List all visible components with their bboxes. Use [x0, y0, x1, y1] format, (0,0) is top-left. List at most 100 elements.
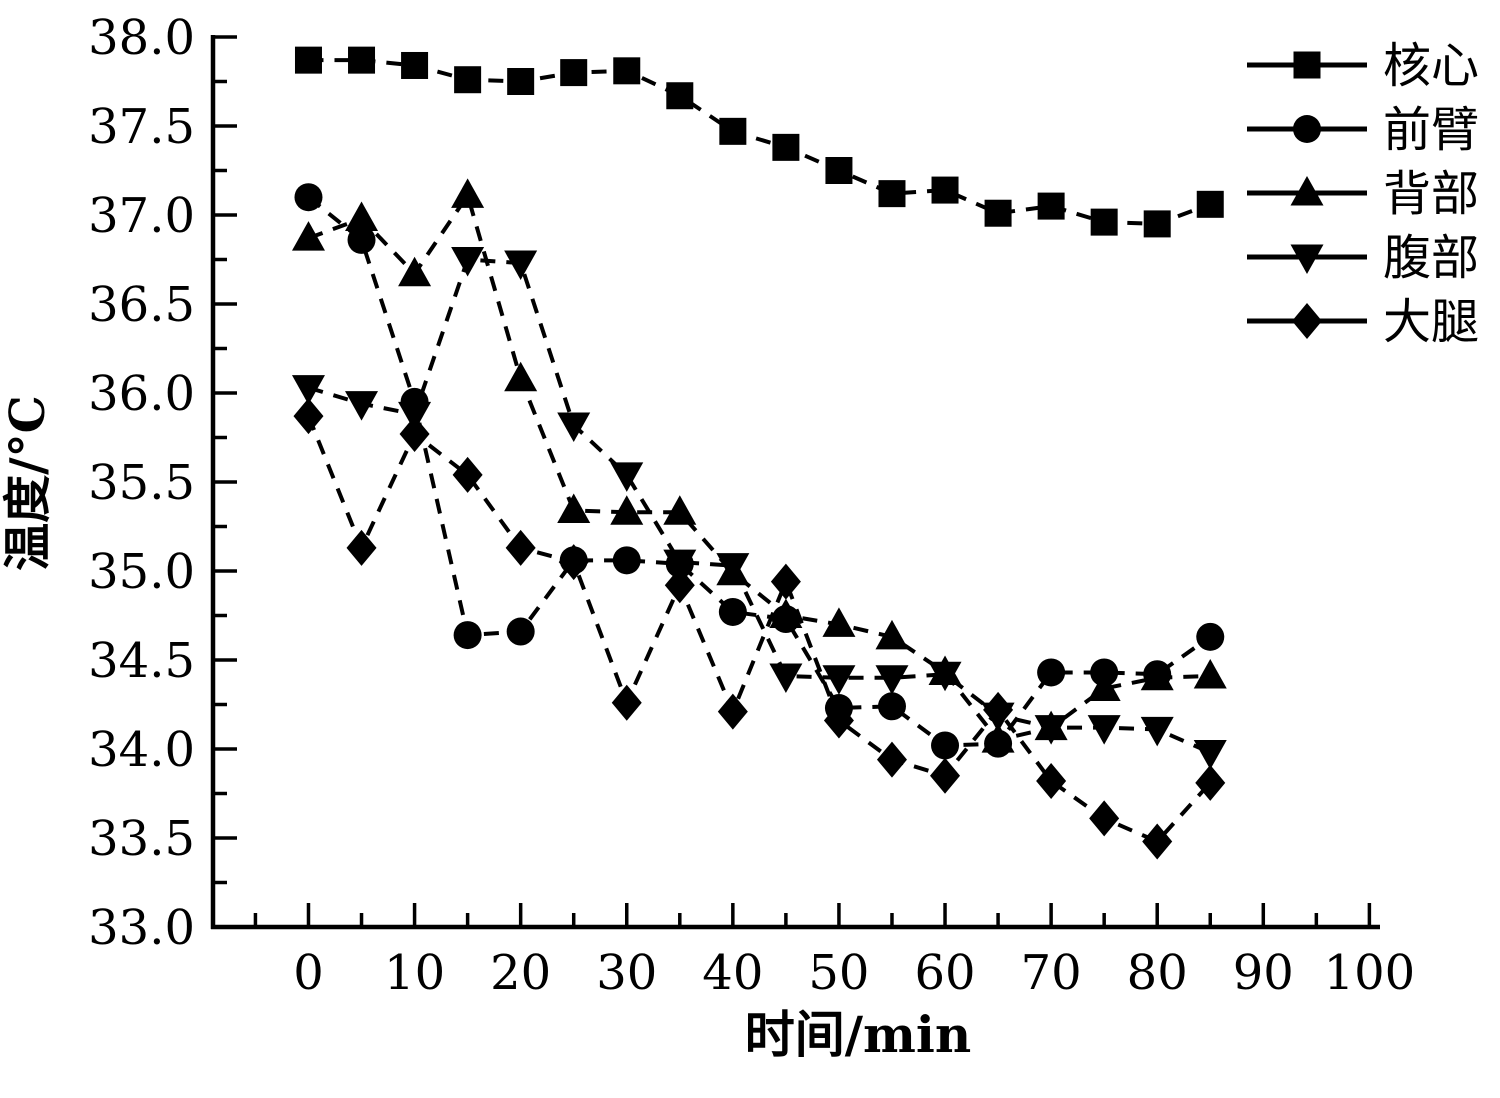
circle-marker: [294, 183, 323, 212]
circle-marker: [347, 225, 376, 254]
triangle-up-marker: [981, 723, 1015, 753]
legend-label: 前臂: [1383, 102, 1479, 158]
diamond-marker: [823, 702, 854, 739]
triangle-up-marker: [504, 361, 538, 392]
y-tick-label: 33.5: [88, 811, 195, 867]
y-axis-label: 温度/°C: [0, 395, 56, 571]
square-marker: [401, 51, 429, 79]
y-tick-label: 35.5: [88, 455, 195, 511]
square-marker: [1196, 190, 1224, 218]
square-marker: [1143, 210, 1171, 238]
diamond-marker: [770, 563, 801, 600]
square-marker: [666, 82, 694, 110]
circle-marker: [718, 597, 747, 626]
y-tick-label: 33.0: [88, 900, 195, 956]
legend-item-前臂: 前臂: [1247, 102, 1479, 158]
series-腹部: [291, 247, 1227, 770]
series-背部: [291, 178, 1227, 753]
square-marker: [454, 66, 482, 94]
triangle-down-marker: [610, 462, 644, 492]
diamond-marker: [1195, 764, 1226, 801]
diamond-marker: [930, 757, 961, 794]
x-axis-label: 时间/min: [745, 1005, 972, 1064]
triangle-up-marker: [1087, 671, 1121, 701]
series-大腿: [293, 398, 1226, 860]
legend-item-背部: 背部: [1247, 166, 1479, 222]
circle-marker: [877, 692, 906, 721]
y-tick-label: 36.0: [88, 366, 195, 422]
triangle-down-marker: [451, 247, 485, 277]
triangle-up-marker: [822, 607, 856, 637]
circle-marker: [453, 621, 482, 650]
circle-marker: [1037, 658, 1066, 687]
square-marker: [931, 176, 959, 204]
triangle-up-marker: [291, 221, 325, 251]
y-tick-label: 37.5: [88, 99, 195, 155]
triangle-down-marker: [1034, 715, 1068, 745]
x-tick-label: 50: [808, 945, 869, 1001]
square-marker: [878, 180, 906, 208]
triangle-down-marker: [1087, 715, 1121, 745]
square-marker: [348, 46, 376, 74]
triangle-up-marker: [1290, 176, 1324, 206]
triangle-down-marker: [663, 549, 697, 580]
x-tick-label: 60: [914, 945, 975, 1001]
series-line-核心: [308, 58, 1211, 226]
circle-marker: [1293, 115, 1321, 143]
x-tick-label: 90: [1233, 945, 1294, 1001]
square-marker: [772, 133, 800, 161]
triangle-down-marker: [345, 391, 379, 421]
triangle-up-marker: [345, 201, 379, 232]
circle-marker: [931, 731, 960, 760]
triangle-down-marker: [822, 665, 856, 695]
diamond-marker: [505, 529, 536, 566]
triangle-down-marker: [1140, 716, 1174, 747]
triangle-up-marker: [769, 598, 803, 628]
triangle-down-marker: [1290, 244, 1324, 274]
x-tick-label: 70: [1021, 945, 1082, 1001]
diamond-marker: [399, 415, 430, 452]
series-前臂: [294, 183, 1225, 760]
diamond-marker: [558, 544, 589, 581]
circle-marker: [1196, 622, 1225, 651]
square-marker: [825, 157, 853, 184]
series-核心: [294, 46, 1224, 238]
triangle-down-marker: [557, 412, 591, 443]
x-tick-label: 0: [293, 945, 324, 1001]
diamond-marker: [452, 456, 483, 493]
legend-item-核心: 核心: [1247, 38, 1479, 94]
triangle-down-marker: [291, 375, 325, 405]
legend-item-大腿: 大腿: [1247, 294, 1479, 350]
square-marker: [1293, 51, 1321, 79]
square-marker: [560, 59, 588, 87]
diamond-marker: [1089, 800, 1120, 837]
legend-label: 腹部: [1383, 230, 1479, 286]
diamond-marker: [717, 693, 748, 730]
square-marker: [719, 117, 747, 145]
x-tick-label: 30: [596, 945, 657, 1001]
circle-marker: [612, 546, 641, 575]
diamond-marker: [876, 741, 907, 778]
square-marker: [613, 57, 641, 85]
diamond-marker: [1142, 823, 1173, 860]
triangle-up-marker: [398, 256, 432, 287]
diamond-marker: [983, 691, 1014, 728]
x-tick-label: 10: [384, 945, 445, 1001]
triangle-up-marker: [1193, 659, 1227, 689]
triangle-down-marker: [769, 663, 803, 694]
square-marker: [1037, 192, 1065, 220]
series-line-背部: [307, 190, 1211, 743]
legend-label: 大腿: [1383, 294, 1479, 350]
legend-label: 核心: [1383, 38, 1479, 94]
y-tick-label: 36.5: [88, 277, 195, 333]
x-tick-label: 80: [1127, 945, 1188, 1001]
square-marker: [984, 199, 1012, 227]
triangle-up-marker: [451, 178, 485, 208]
series-line-腹部: [307, 257, 1212, 755]
square-marker: [294, 46, 322, 74]
x-tick-label: 20: [490, 945, 551, 1001]
triangle-down-marker: [1193, 740, 1227, 770]
diamond-marker: [1292, 303, 1322, 339]
